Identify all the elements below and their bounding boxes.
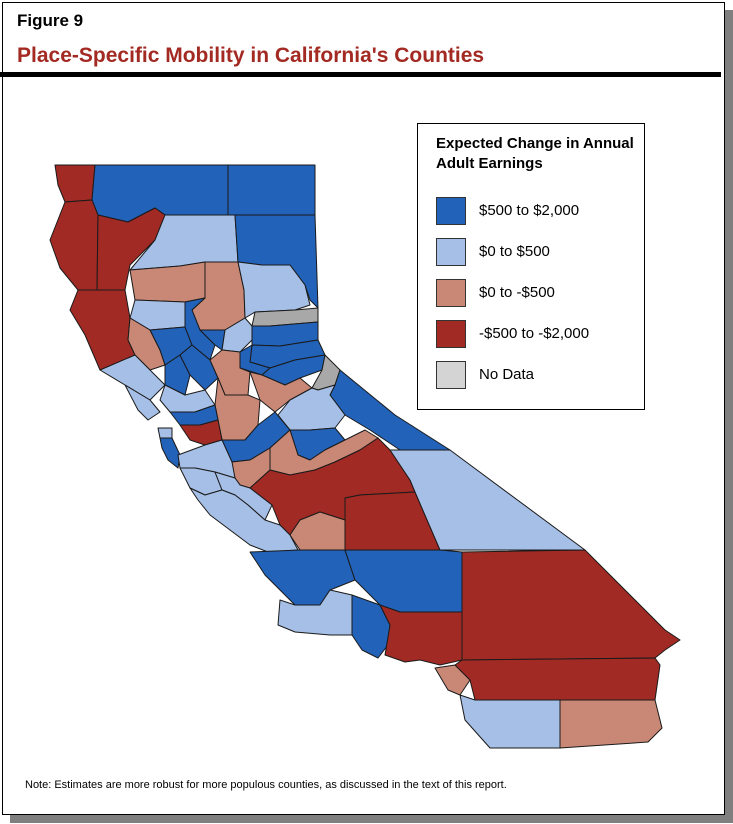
county-inyo-south [389, 449, 586, 551]
figure-label: Figure 9 [17, 11, 84, 30]
county-san-francisco [157, 427, 173, 439]
county-orange [434, 664, 471, 696]
county-del-norte [54, 164, 96, 203]
county-sierra [237, 261, 311, 319]
legend-label: $0 to $500 [479, 243, 550, 260]
county-riverside [454, 657, 661, 701]
county-san-bernardino [461, 549, 681, 661]
footnote: Note: Estimates are more robust for more… [25, 779, 507, 791]
county-imperial [559, 699, 663, 749]
legend-swatch [436, 197, 466, 225]
legend-swatch [436, 320, 466, 348]
legend-label: $0 to -$500 [479, 284, 555, 301]
map-legend: Expected Change in Annual Adult Earnings… [417, 123, 645, 410]
title-divider [0, 72, 721, 77]
legend-swatch [436, 361, 466, 389]
county-napa [164, 354, 191, 396]
legend-swatch [436, 279, 466, 307]
county-san-mateo [159, 437, 181, 469]
legend-label: $500 to $2,000 [479, 202, 580, 219]
legend-swatch [436, 238, 466, 266]
county-modoc [227, 164, 316, 216]
county-los-angeles [379, 604, 463, 666]
county-marin [124, 384, 161, 421]
county-humboldt [49, 199, 99, 291]
legend-label: -$500 to -$2,000 [479, 325, 590, 342]
county-mendocino [69, 289, 136, 371]
figure-title: Place-Specific Mobility in California's … [17, 44, 485, 67]
county-san-diego [459, 694, 561, 749]
legend-label: No Data [479, 366, 535, 383]
legend-title: Expected Change in Annual Adult Earnings [436, 135, 634, 172]
